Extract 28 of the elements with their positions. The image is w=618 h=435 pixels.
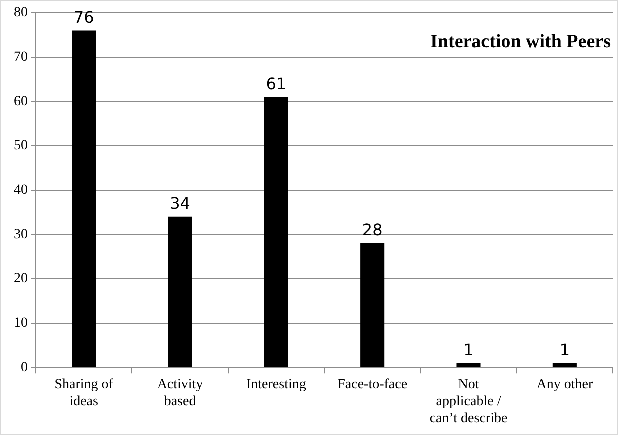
y-tick-label: 50	[14, 138, 28, 154]
y-tick-label: 0	[21, 360, 28, 376]
text: Interaction with Peers	[430, 31, 611, 52]
x-tick-label: Any other	[536, 378, 594, 393]
data-label: 28	[362, 220, 383, 240]
x-tick-label: Sharing of ideas	[54, 378, 114, 410]
x-tick-label: Not applicable / can’t describe	[430, 378, 508, 426]
bar	[72, 30, 96, 368]
data-label: 1	[464, 340, 474, 360]
data-label: 61	[266, 74, 287, 94]
bar	[264, 97, 288, 368]
bar	[360, 243, 385, 368]
y-tick-label: 10	[14, 316, 28, 331]
data-label: 34	[170, 194, 190, 214]
x-tick-label: Activity based	[157, 378, 204, 410]
y-tick-label: 30	[14, 227, 28, 242]
bar	[456, 363, 481, 368]
bar	[168, 216, 192, 368]
x-tick-label: Interesting	[246, 378, 306, 393]
x-tick-label: Face-to-face	[338, 378, 408, 393]
bar	[552, 363, 577, 368]
y-tick-label: 60	[14, 94, 28, 110]
y-tick-label: 40	[14, 182, 28, 198]
y-tick-label: 20	[14, 272, 28, 287]
y-tick-label: 70	[14, 50, 28, 65]
y-tick-label: 80	[14, 6, 28, 21]
data-label: 76	[74, 8, 94, 27]
data-label: 1	[560, 340, 570, 360]
